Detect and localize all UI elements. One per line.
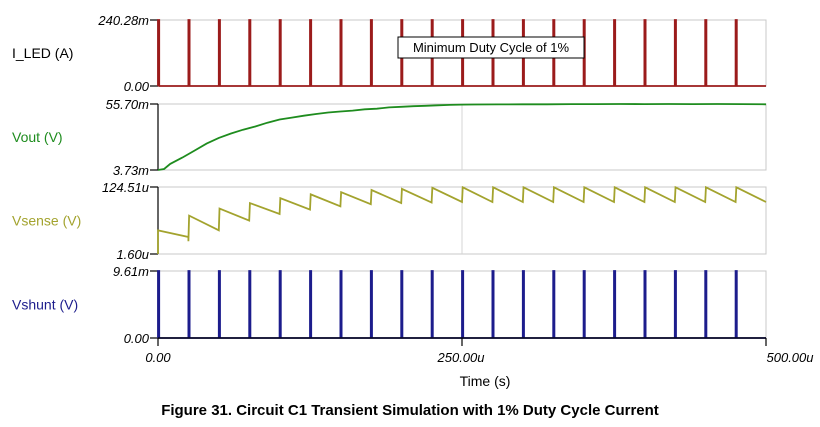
y-tick-label: 124.51u — [102, 180, 149, 195]
panel-3: 9.61m 0.00 Vshunt (V) — [12, 264, 767, 346]
y-tick-label: 55.70m — [106, 97, 150, 112]
annotation-text: Minimum Duty Cycle of 1% — [413, 40, 569, 55]
y-tick-label: 0.00 — [124, 79, 150, 94]
series-label: I_LED (A) — [12, 45, 73, 61]
panel-2: 124.51u 1.60u Vsense (V) — [12, 180, 767, 262]
x-tick-label-500u: 500.00u — [767, 350, 814, 365]
duty-cycle-annotation: Minimum Duty Cycle of 1% — [397, 36, 585, 59]
x-tick-label-250u: 250.00u — [437, 350, 485, 365]
panel-1: 55.70m 3.73m Vout (V) — [12, 97, 767, 178]
series-line — [157, 103, 767, 171]
chart-panels: 240.28m 0.00 I_LED (A) 55.70m 3.73m Vout (V) 1… — [12, 13, 767, 346]
series-line — [157, 185, 767, 254]
panel-0: 240.28m 0.00 I_LED (A) — [12, 13, 767, 94]
x-tick-label-0: 0.00 — [145, 350, 171, 365]
series-label: Vsense (V) — [12, 213, 81, 229]
y-tick-label: 240.28m — [97, 13, 149, 28]
series-line — [157, 19, 766, 87]
y-tick-label: 0.00 — [124, 331, 150, 346]
x-axis-label: Time (s) — [460, 373, 511, 389]
series-line — [157, 270, 766, 339]
annotation-box — [397, 36, 585, 59]
series-label: Vshunt (V) — [12, 297, 78, 313]
y-tick-label: 1.60u — [116, 247, 149, 262]
series-label: Vout (V) — [12, 129, 63, 145]
y-tick-label: 3.73m — [113, 163, 149, 178]
figure-caption: Figure 31. Circuit C1 Transient Simulati… — [161, 402, 659, 419]
y-tick-label: 9.61m — [113, 264, 149, 279]
